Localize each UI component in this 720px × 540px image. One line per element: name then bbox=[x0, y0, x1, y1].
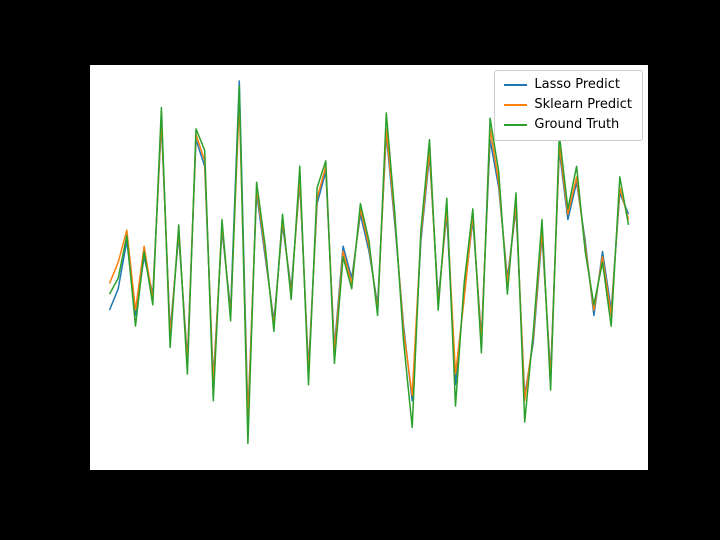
legend-item-sklearn-predict: Sklearn Predict bbox=[504, 96, 632, 113]
legend-item-label: Sklearn Predict bbox=[534, 96, 632, 112]
legend: Lasso Predict Sklearn Predict Ground Truth bbox=[494, 70, 643, 141]
legend-item-lasso-predict: Lasso Predict bbox=[504, 77, 632, 93]
legend-item-label: Lasso Predict bbox=[534, 77, 620, 92]
legend-item-ground-truth: Ground Truth bbox=[504, 116, 632, 133]
line-chart bbox=[108, 80, 630, 445]
sklearn-predict-swatch-icon bbox=[504, 104, 528, 107]
ground-truth-line bbox=[108, 85, 630, 445]
ground-truth-swatch-icon bbox=[504, 124, 528, 127]
lasso-predict-swatch-icon bbox=[504, 84, 528, 87]
plot-area: Lasso Predict Sklearn Predict Ground Truth bbox=[90, 65, 648, 470]
legend-item-label: Ground Truth bbox=[534, 116, 620, 132]
